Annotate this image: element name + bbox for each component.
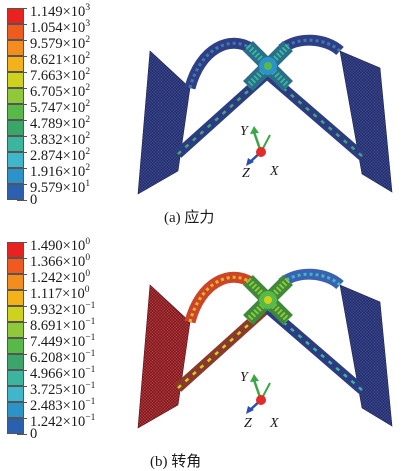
axis-x-label: X <box>270 416 279 431</box>
legend-value-label: 0 <box>30 192 38 208</box>
coordinate-triad-b <box>246 374 271 414</box>
colorbar-swatch <box>7 386 24 402</box>
colorbar-tick <box>17 8 27 9</box>
legend-value-label: 9.579×102 <box>30 35 91 52</box>
colorbar-tick <box>17 306 27 307</box>
legend-value-label: 3.832×102 <box>30 131 91 148</box>
rotation-contour-model <box>137 268 393 429</box>
colorbar-tick <box>17 24 27 25</box>
caption-rotation: (b) 转角 <box>150 454 202 470</box>
colorbar-swatch <box>7 136 24 152</box>
legend-value-label: 6.208×10−1 <box>30 349 96 366</box>
legend-value-label: 2.874×102 <box>30 147 91 164</box>
colorbar-tick <box>17 88 27 89</box>
colorbar-tick <box>17 104 27 105</box>
axis-y-label: Y <box>240 370 248 385</box>
colorbar-tick <box>17 386 27 387</box>
panel-rotation: 1.490×100 1.366×100 1.242×100 1.117×100 9.93… <box>0 234 404 470</box>
colorbar-tick <box>17 72 27 73</box>
colorbar-swatch <box>7 242 24 258</box>
axis-z-label: Z <box>244 416 252 431</box>
colorbar-swatch <box>7 370 24 386</box>
colorbar-tick <box>17 200 27 201</box>
legend-value-label: 8.691×10−1 <box>30 317 96 334</box>
colorbar-tick <box>17 242 27 243</box>
legend-value-label: 7.663×102 <box>30 67 91 84</box>
legend-value-label: 1.490×100 <box>30 237 91 254</box>
colorbar-tick <box>17 136 27 137</box>
colorbar-tick <box>17 258 27 259</box>
stress-contour-model <box>137 34 393 195</box>
axis-z-label: Z <box>242 166 250 181</box>
caption-stress: (a) 应力 <box>164 210 215 226</box>
central-junction <box>243 41 293 91</box>
colorbar-tick <box>17 290 27 291</box>
colorbar-swatch <box>7 24 24 40</box>
colorbar-swatch <box>7 168 24 184</box>
colorbar-swatch <box>7 418 24 434</box>
colorbar-swatch <box>7 120 24 136</box>
legend-value-label: 1.242×10−1 <box>30 413 96 430</box>
colorbar-tick <box>17 434 27 435</box>
legend-value-label: 8.621×102 <box>30 51 91 68</box>
axis-x-label: X <box>270 164 279 179</box>
colorbar-swatch <box>7 290 24 306</box>
colorbar-swatch <box>7 338 24 354</box>
colorbar-tick <box>17 274 27 275</box>
legend-value-label: 4.789×102 <box>30 115 91 132</box>
axis-y-label: Y <box>240 124 248 139</box>
right-wing <box>339 50 393 193</box>
central-junction <box>243 275 293 325</box>
colorbar-tick <box>17 56 27 57</box>
colorbar-tick <box>17 354 27 355</box>
legend-value-label: 4.966×10−1 <box>30 365 96 382</box>
coordinate-triad-a <box>246 126 271 166</box>
colorbar-swatch <box>7 40 24 56</box>
colorbar-swatch <box>7 72 24 88</box>
legend-value-label: 5.747×102 <box>30 99 91 116</box>
legend-value-label: 1.242×100 <box>30 269 91 286</box>
colorbar-tick <box>17 338 27 339</box>
left-wing <box>137 284 191 429</box>
legend-value-label: 3.725×10−1 <box>30 381 96 398</box>
right-wing <box>339 284 393 427</box>
colorbar-swatch <box>7 274 24 290</box>
colorbar-swatch <box>7 152 24 168</box>
legend-value-label: 1.916×102 <box>30 163 91 180</box>
colorbar-tick <box>17 120 27 121</box>
legend-value-label: 9.579×101 <box>30 179 91 196</box>
colorbar-tick <box>17 418 27 419</box>
legend-value-label: 2.483×10−1 <box>30 397 96 414</box>
panel-stress: 1.149×103 1.054×103 9.579×102 8.621×102 7.66… <box>0 0 404 234</box>
colorbar-tick <box>17 322 27 323</box>
legend-value-label: 6.705×102 <box>30 83 91 100</box>
colorbar-tick <box>17 370 27 371</box>
colorbar-swatch <box>7 56 24 72</box>
colorbar-tick <box>17 402 27 403</box>
legend-value-label: 1.117×100 <box>30 285 90 302</box>
colorbar-swatch <box>7 322 24 338</box>
legend-value-label: 7.449×10−1 <box>30 333 96 350</box>
legend-value-label: 0 <box>30 426 38 442</box>
colorbar-swatch <box>7 258 24 274</box>
colorbar-swatch <box>7 354 24 370</box>
legend-value-label: 1.149×103 <box>30 3 91 20</box>
colorbar-swatch <box>7 402 24 418</box>
colorbar-tick <box>17 184 27 185</box>
colorbar-swatch <box>7 8 24 24</box>
legend-value-label: 1.054×103 <box>30 19 91 36</box>
colorbar-swatch <box>7 306 24 322</box>
colorbar-tick <box>17 40 27 41</box>
colorbar-tick <box>17 168 27 169</box>
legend-value-label: 9.932×10−1 <box>30 301 96 318</box>
colorbar-swatch <box>7 184 24 200</box>
left-wing <box>137 50 191 195</box>
colorbar-swatch <box>7 104 24 120</box>
legend-value-label: 1.366×100 <box>30 253 91 270</box>
colorbar-tick <box>17 152 27 153</box>
colorbar-swatch <box>7 88 24 104</box>
